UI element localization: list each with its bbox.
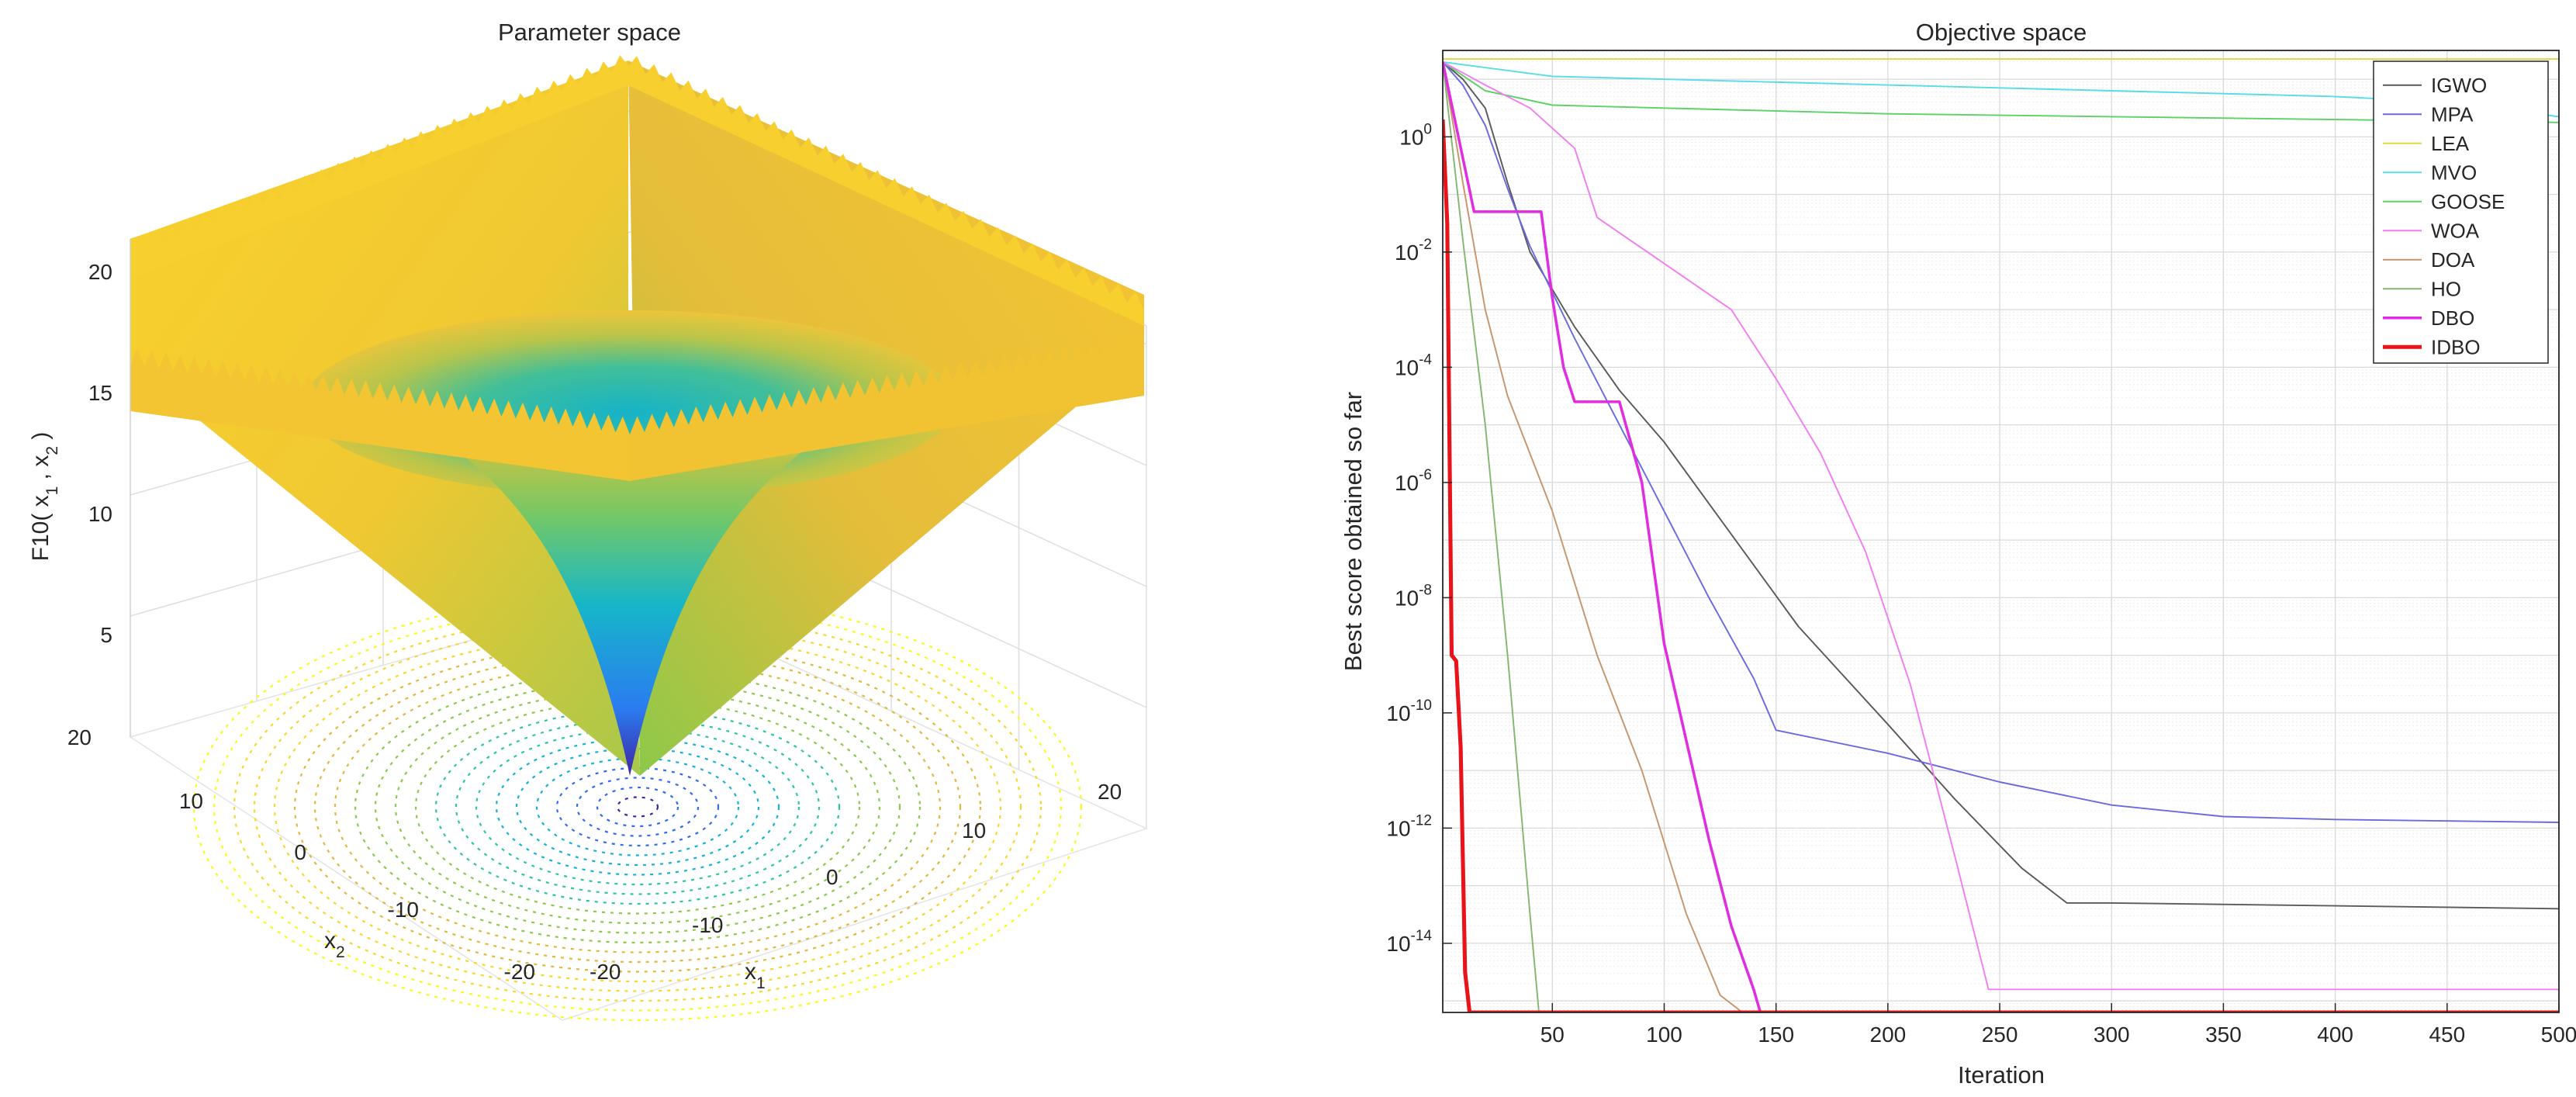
x-tick-label-minus10: -10 xyxy=(692,913,723,937)
legend-label-goose: GOOSE xyxy=(2431,190,2505,213)
legend-box xyxy=(2373,61,2549,364)
y-tick-label-minus20: -20 xyxy=(504,960,535,984)
plot-area xyxy=(1443,50,2559,1012)
z-tick-label-20: 20 xyxy=(88,260,112,284)
x-tick-label: 300 xyxy=(2094,1023,2130,1047)
x-tick-label-0: 0 xyxy=(826,865,838,889)
y-axis-label: x2 xyxy=(324,928,345,961)
legend-label-idbo: IDBO xyxy=(2431,335,2481,358)
series-line-woa xyxy=(1443,61,2559,991)
y-tick-label: 10-4 xyxy=(1395,351,1432,379)
series-line-igwo xyxy=(1443,61,2559,910)
contour-ring xyxy=(616,796,659,818)
contour-ring xyxy=(495,738,780,876)
contour-ring xyxy=(334,660,942,953)
x-tick-label: 400 xyxy=(2317,1023,2353,1047)
series-lines xyxy=(1443,58,2559,1012)
y-tick-label: 100 xyxy=(1399,121,1432,149)
plot-frame xyxy=(1442,50,2560,1013)
contour-ring xyxy=(555,767,720,847)
left-plot-title: Parameter space xyxy=(498,19,681,46)
axis-ticks: 50 100 150 200 250 300 350 400 450 500 100 10-2 10-4… xyxy=(1386,121,2576,1047)
contour-ring xyxy=(434,708,841,905)
contour-ring xyxy=(374,680,901,934)
legend-label-doa: DOA xyxy=(2431,248,2475,272)
legend-label-igwo: IGWO xyxy=(2431,74,2487,97)
z-tick-label-10: 10 xyxy=(88,502,112,526)
contour-ring xyxy=(455,718,821,895)
legend-label-lea: LEA xyxy=(2431,132,2470,155)
series-line-dbo xyxy=(1443,61,1762,1012)
y-tick-label: 10-10 xyxy=(1386,697,1432,725)
surface-front-edge-right xyxy=(630,333,1144,481)
x-tick-label: 500 xyxy=(2541,1023,2576,1047)
y-tick-label: 10-12 xyxy=(1386,812,1432,840)
objective-space-plot: Objective space 50 100 150 200 250 300 350 400 4… xyxy=(1340,19,2576,1088)
x-tick-label-minus20: -20 xyxy=(590,960,621,984)
y-tick-label-20: 20 xyxy=(67,725,92,749)
legend-label-mvo: MVO xyxy=(2431,161,2477,184)
series-line-ho xyxy=(1443,61,1540,1012)
surface-funnel xyxy=(434,434,826,776)
contour-ring xyxy=(515,747,760,867)
y-tick-label: 10-8 xyxy=(1395,582,1432,610)
legend: IGWO MPA LEA MVO GOOSE WOA DOA HO DBO IDBO xyxy=(2373,61,2549,364)
right-plot-title: Objective space xyxy=(1916,19,2087,46)
contour-ring xyxy=(213,602,1063,1012)
contour-ring xyxy=(535,757,740,856)
y-tick-label-0: 0 xyxy=(294,840,306,864)
x-tick-label: 200 xyxy=(1870,1023,1907,1047)
surface-back-edge xyxy=(130,55,1144,326)
contour-rings xyxy=(192,592,1083,1022)
series-line-doa xyxy=(1443,61,1743,1012)
x-tick-label: 100 xyxy=(1646,1023,1682,1047)
y-tick-label: 10-2 xyxy=(1395,237,1432,265)
contour-ring xyxy=(313,650,962,964)
y-tick-label-minus10: -10 xyxy=(388,898,419,922)
x-tick-label: 50 xyxy=(1540,1023,1565,1047)
x-tick-label-10: 10 xyxy=(962,818,986,843)
y-tick-label: 10-14 xyxy=(1386,928,1432,956)
floor-plane xyxy=(129,593,1149,1021)
z-tick-label-5: 5 xyxy=(100,623,112,647)
legend-label-woa: WOA xyxy=(2431,219,2480,242)
surface-front-edge-left xyxy=(130,348,630,481)
legend-label-ho: HO xyxy=(2431,277,2461,300)
x-tick-label: 250 xyxy=(1982,1023,2018,1047)
series-line-idbo xyxy=(1443,119,2559,1012)
legend-label-dbo: DBO xyxy=(2431,306,2474,330)
x-tick-label: 450 xyxy=(2429,1023,2465,1047)
x-tick-label: 350 xyxy=(2205,1023,2242,1047)
contour-ring xyxy=(293,641,982,973)
x-axis-label: x1 xyxy=(745,959,766,992)
x-tick-label: 150 xyxy=(1758,1023,1794,1047)
series-line-goose xyxy=(1443,61,2559,123)
contour-ring xyxy=(354,670,921,944)
x-tick-label-20: 20 xyxy=(1098,780,1122,804)
contour-ring xyxy=(475,728,800,886)
parameter-space-plot: Parameter space 5 10 15 20 F10( x1 , x2 … xyxy=(28,19,1149,1022)
contour-ring xyxy=(414,699,861,915)
contour-ring xyxy=(596,786,679,828)
y-tick-label-10: 10 xyxy=(179,789,203,813)
z-axis-label: F10( x1 , x2 ) xyxy=(28,432,61,562)
contour-ring xyxy=(253,621,1022,992)
z-tick-label-15: 15 xyxy=(88,381,112,405)
contour-ring xyxy=(394,689,881,925)
contour-ring xyxy=(576,777,700,837)
legend-label-mpa: MPA xyxy=(2431,102,2474,126)
series-line-mpa xyxy=(1443,61,2559,823)
x-axis-label-iteration: Iteration xyxy=(1958,1061,2045,1088)
y-tick-label: 10-6 xyxy=(1395,467,1432,495)
y-axis-label-score: Best score obtained so far xyxy=(1340,392,1367,671)
